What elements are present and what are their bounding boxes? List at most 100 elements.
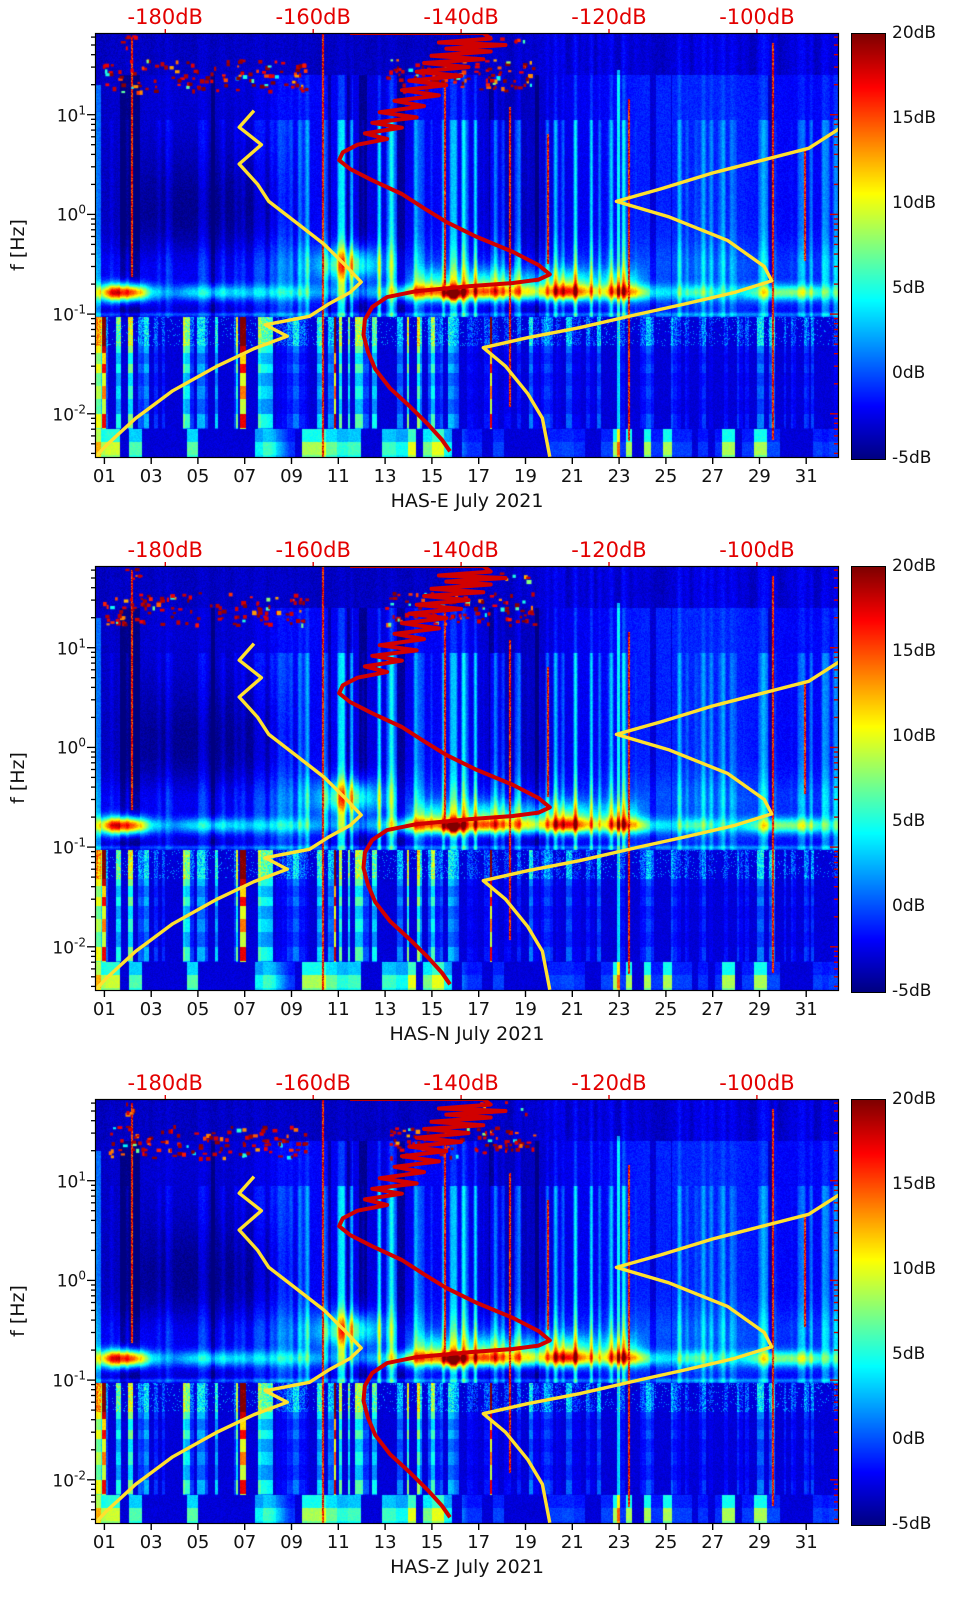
spectrogram-canvas: [95, 33, 839, 458]
y-axis-tick-labels: 101 100 10-1 10-2: [0, 1066, 88, 1599]
colorbar-canvas: [852, 34, 885, 459]
x-tick-label: 11: [326, 999, 350, 1020]
y-tick-label: 10-1: [52, 1368, 86, 1392]
top-db-label: -100dB: [719, 538, 795, 562]
x-tick-label: 15: [420, 1532, 444, 1553]
x-tick-label: 03: [139, 1532, 163, 1553]
top-db-label: -100dB: [719, 5, 795, 29]
top-db-label: -180dB: [127, 5, 203, 29]
y-tick-label: 10-1: [52, 302, 86, 326]
yellow-noise-curve-left: [95, 642, 363, 991]
x-tick-label: 07: [233, 1532, 257, 1553]
plot-frame: [94, 32, 840, 459]
colorbar-tick-label: 15dB: [892, 1174, 937, 1194]
y-tick-label: 10-2: [52, 1468, 86, 1492]
x-tick-label: 17: [467, 999, 491, 1020]
colorbar: [851, 33, 886, 460]
x-tick-label: 19: [514, 466, 537, 487]
colorbar: [851, 1099, 886, 1526]
y-tick-label: 10-1: [52, 835, 86, 859]
axis-ticks: [87, 1095, 839, 1530]
spectrogram-plot: [87, 562, 840, 997]
x-tick-label: 21: [560, 1532, 584, 1553]
colorbar-tick-label: 0dB: [892, 896, 926, 916]
panel-has-n: -180dB -160dB -140dB -120dB -100dB f [Hz] 10…: [0, 533, 962, 1066]
plot-frame: [94, 1098, 840, 1525]
y-tick-label: 100: [56, 203, 86, 226]
top-db-label: -120dB: [571, 5, 647, 29]
x-tick-label: 27: [701, 999, 725, 1020]
x-tick-label: 15: [420, 466, 444, 487]
axis-ticks: [87, 29, 839, 464]
colorbar-tick-label: 5dB: [892, 811, 926, 831]
panel-has-e: -180dB -160dB -140dB -120dB -100dB f [Hz] 10…: [0, 0, 962, 533]
colorbar-tick-label: 15dB: [892, 108, 937, 128]
colorbar-canvas: [852, 567, 885, 992]
colorbar-tick-label: 15dB: [892, 641, 937, 661]
x-tick-label: 07: [233, 466, 257, 487]
plot-frame: [94, 565, 840, 992]
x-tick-label: 09: [280, 466, 303, 487]
noise-model-curves: [95, 1099, 839, 1524]
yellow-noise-curve-right: [481, 660, 839, 991]
x-tick-label: 15: [420, 999, 444, 1020]
spectrogram-plot: [87, 29, 840, 464]
x-tick-label: 21: [560, 999, 584, 1020]
axes-and-curves-overlay: [87, 1095, 840, 1530]
x-tick-label: 31: [794, 1532, 818, 1553]
x-tick-label: 19: [514, 1532, 537, 1553]
top-db-label: -180dB: [127, 538, 203, 562]
top-db-label: -140dB: [423, 5, 499, 29]
top-db-label: -140dB: [423, 1071, 499, 1095]
x-tick-label: 31: [794, 999, 818, 1020]
y-tick-label: 101: [56, 1169, 86, 1193]
x-tick-label: 11: [326, 1532, 350, 1553]
x-tick-label: 25: [654, 1532, 678, 1553]
x-tick-label: 27: [701, 1532, 725, 1553]
top-db-label: -120dB: [571, 538, 647, 562]
axes-and-curves-overlay: [87, 562, 840, 997]
y-tick-label: 101: [56, 636, 86, 660]
y-tick-label: 100: [56, 1269, 86, 1292]
x-tick-label: 13: [373, 999, 397, 1020]
x-tick-label: 09: [280, 999, 303, 1020]
y-axis-tick-labels: 101 100 10-1 10-2: [0, 0, 88, 533]
yellow-noise-curve-left: [95, 1175, 363, 1524]
x-tick-label: 03: [139, 999, 163, 1020]
x-tick-label: 31: [794, 466, 818, 487]
red-noise-curve: [337, 1099, 552, 1519]
colorbar-tick-label: 5dB: [892, 1344, 926, 1364]
x-tick-label: 23: [607, 1532, 631, 1553]
noise-model-curves: [95, 33, 839, 458]
x-tick-label: 21: [560, 466, 584, 487]
colorbar-tick-label: 10dB: [892, 1259, 937, 1279]
colorbar: [851, 566, 886, 993]
panel-title: HAS-E July 2021: [390, 490, 544, 512]
yellow-noise-curve-right: [481, 127, 839, 458]
colorbar-tick-label: -5dB: [892, 1514, 932, 1534]
y-tick-label: 10-2: [52, 402, 86, 426]
x-tick-label: 29: [747, 999, 771, 1020]
x-tick-label: 29: [747, 466, 771, 487]
spectrogram-plot: [87, 1095, 840, 1530]
top-db-label: -120dB: [571, 1071, 647, 1095]
colorbar-tick-label: 0dB: [892, 1429, 926, 1449]
x-tick-label: 19: [514, 999, 537, 1020]
yellow-noise-curve-left: [95, 109, 363, 458]
spectrogram-canvas: [95, 566, 839, 991]
colorbar-tick-label: -5dB: [892, 448, 932, 468]
top-db-label: -140dB: [423, 538, 499, 562]
colorbar-tick-label: 0dB: [892, 363, 926, 383]
colorbar-tick-label: 20dB: [892, 1089, 937, 1109]
panel-has-z: -180dB -160dB -140dB -120dB -100dB f [Hz] 10…: [0, 1066, 962, 1599]
x-tick-label: 03: [139, 466, 163, 487]
top-db-label: -100dB: [719, 1071, 795, 1095]
x-tick-label: 01: [92, 1532, 116, 1553]
panel-title: HAS-N July 2021: [389, 1023, 545, 1045]
x-tick-label: 05: [186, 999, 210, 1020]
x-tick-label: 23: [607, 999, 631, 1020]
top-db-label: -160dB: [275, 5, 351, 29]
x-tick-label: 01: [92, 466, 116, 487]
x-tick-label: 05: [186, 466, 210, 487]
